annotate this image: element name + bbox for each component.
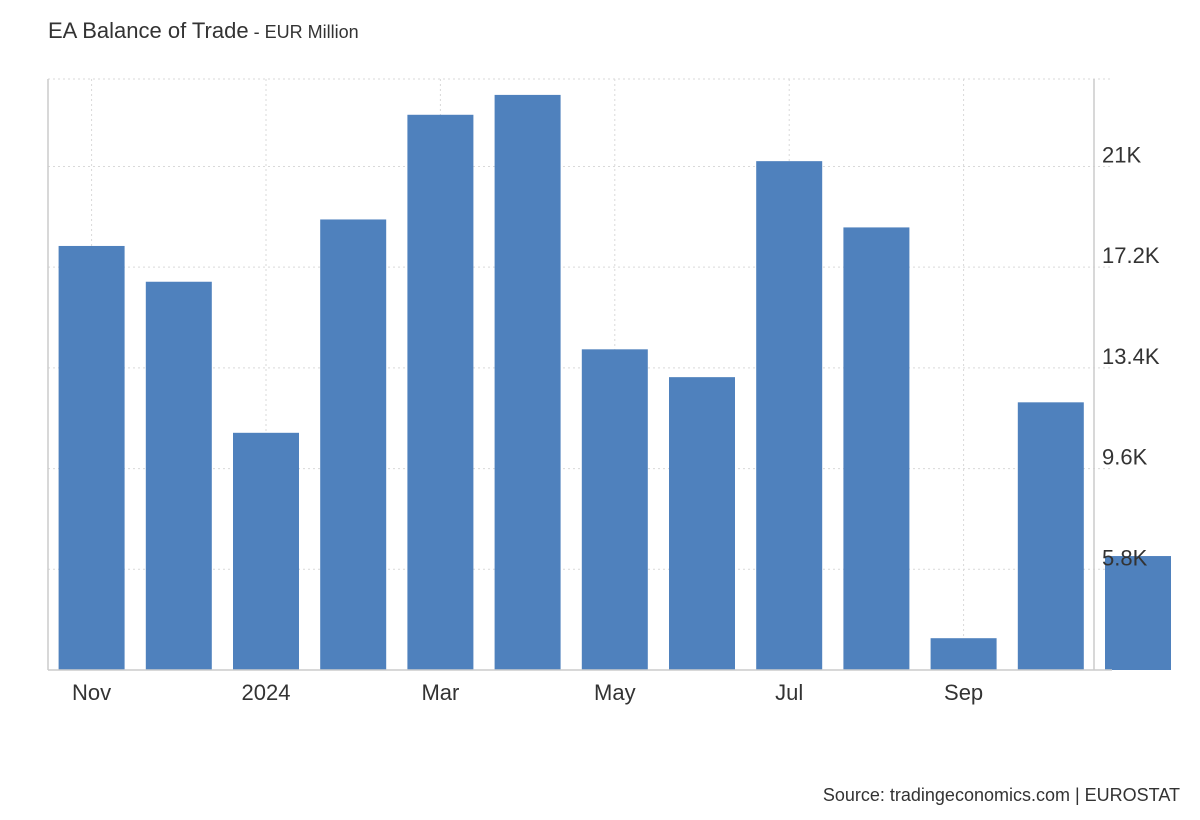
bar-dec-2023[interactable]	[233, 432, 299, 670]
x-tick-label: Nov	[72, 680, 111, 705]
x-tick-label: Mar	[421, 680, 459, 705]
source-attribution: Source: tradingeconomics.com | EUROSTAT	[822, 785, 1180, 805]
bar-feb-2024[interactable]	[407, 114, 474, 671]
x-tick-label: Sep	[944, 680, 983, 705]
bar-sep-2024[interactable]	[1017, 402, 1084, 670]
y-axis-labels: 5.8K 9.6K 13.4K 17.2K 21K	[1102, 142, 1160, 570]
chart-subtitle: EUR Million	[264, 22, 359, 42]
y-tick-label: 17.2K	[1102, 243, 1160, 268]
chart-title-text: EA Balance of Trade	[48, 18, 249, 43]
bar-oct-2024[interactable]	[1105, 556, 1171, 670]
chart-bars	[58, 94, 1171, 671]
bar-aug-2024[interactable]	[930, 638, 997, 670]
x-tick-label: 2024	[242, 680, 291, 705]
y-tick-label: 21K	[1102, 142, 1141, 167]
y-tick-label: 5.8K	[1102, 545, 1148, 570]
title-separator: -	[248, 22, 265, 42]
bar-mar-2024[interactable]	[494, 94, 561, 670]
bar-jul-2024[interactable]	[843, 227, 910, 671]
y-tick-label: 9.6K	[1102, 445, 1148, 470]
chart-title: EA Balance of Trade - EUR Million	[48, 18, 359, 44]
bar-jun-2024[interactable]	[756, 161, 823, 670]
x-axis-labels: Nov 2024 Mar May Jul Sep	[72, 680, 983, 705]
bar-may-2024[interactable]	[669, 377, 735, 670]
y-tick-label: 13.4K	[1102, 344, 1160, 369]
bar-apr-2024[interactable]	[581, 349, 648, 670]
x-tick-label: May	[594, 680, 636, 705]
bar-jan-2024[interactable]	[320, 219, 387, 670]
bar-nov-2023[interactable]	[145, 281, 212, 670]
bar-oct-2023[interactable]	[58, 245, 125, 671]
x-tick-label: Jul	[775, 680, 803, 705]
chart-axes	[47, 79, 1112, 671]
